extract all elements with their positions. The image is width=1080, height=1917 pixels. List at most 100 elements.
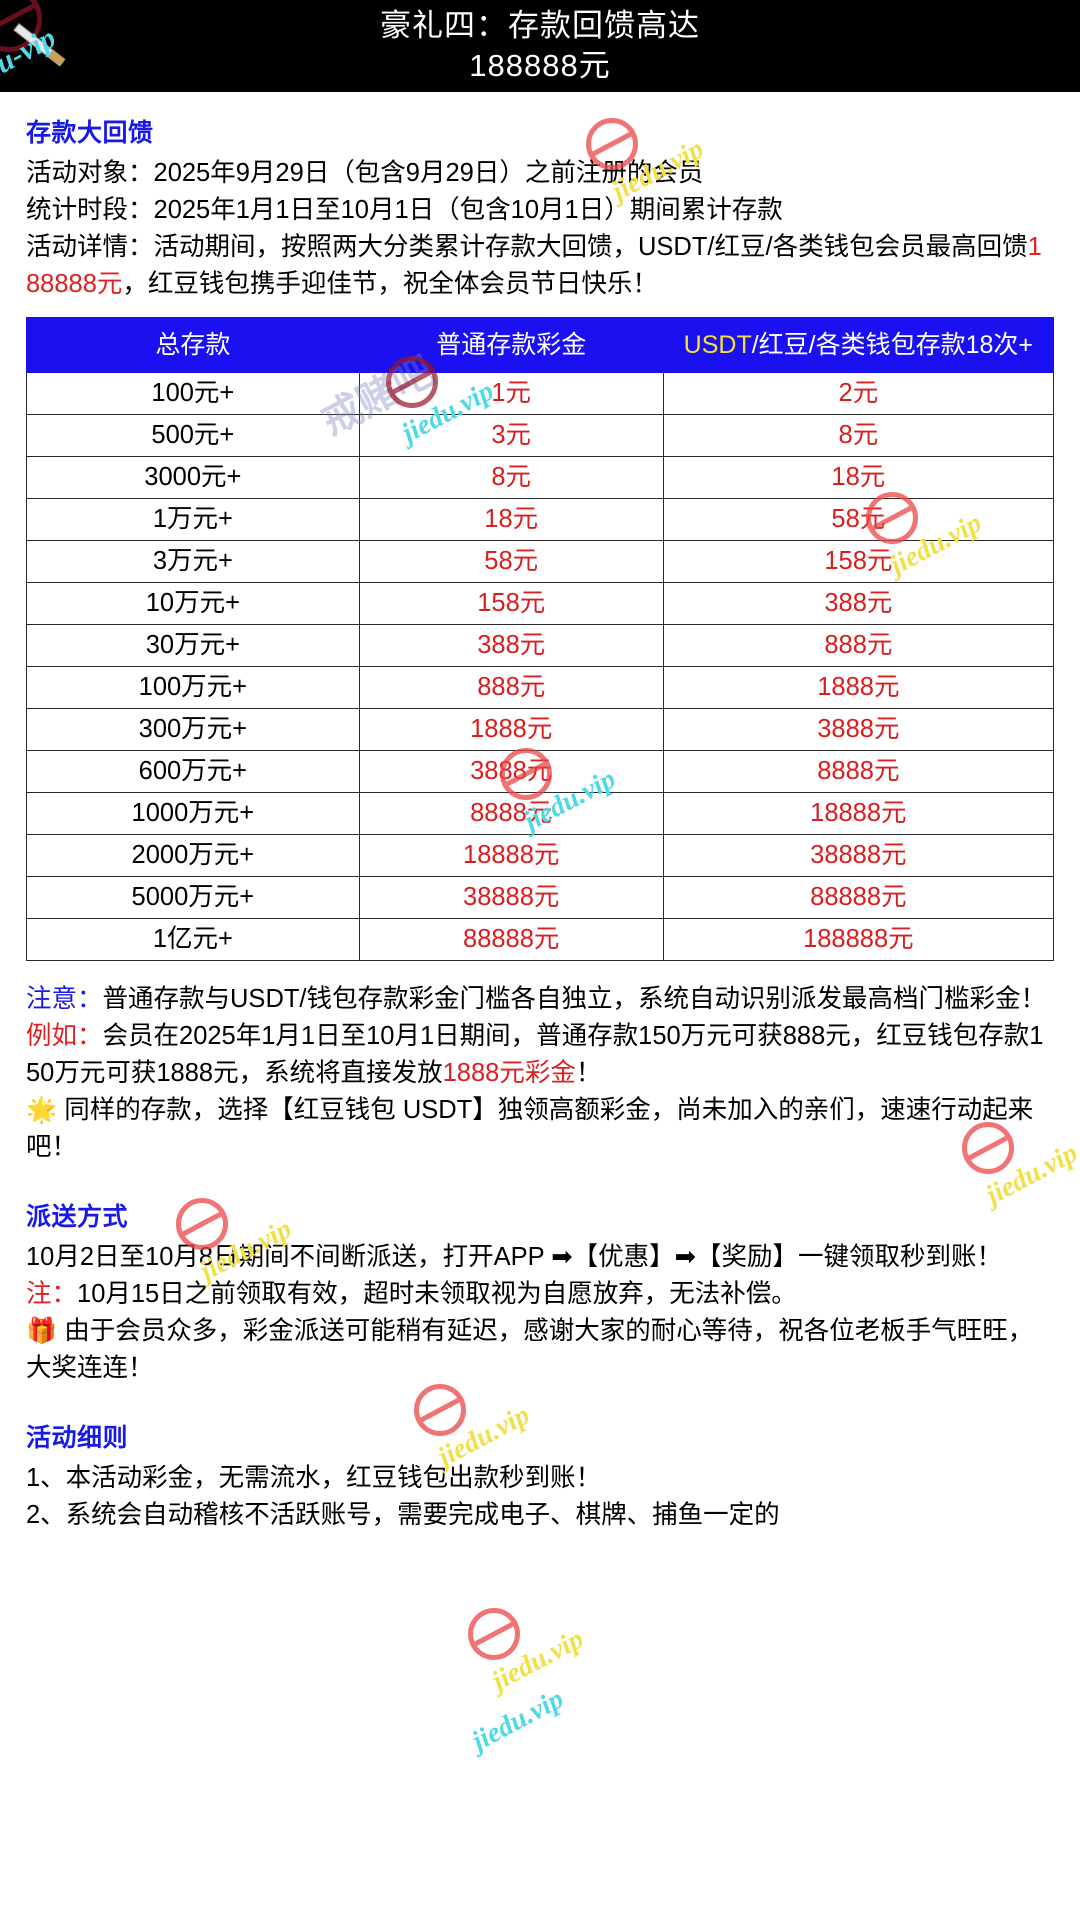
cell-usdt-bonus: 3888元	[662, 708, 1055, 751]
watermark-text: jiedu-vip	[0, 21, 62, 92]
cell-usdt-bonus: 18元	[662, 456, 1055, 499]
usdt-label-rest: /红豆/各类钱包存款18次+	[751, 331, 1034, 359]
paragraph-notice: 注意：普通存款与USDT/钱包存款彩金门槛各自独立，系统自动识别派发最高档门槛彩…	[26, 981, 1054, 1018]
target-text: 2025年9月29日（包含9月29日）之前注册的会员	[153, 159, 704, 187]
main-content: 存款大回馈 活动对象：2025年9月29日（包含9月29日）之前注册的会员 统计…	[0, 92, 1080, 1534]
table-row: 3000元+ 8元 18元	[26, 456, 1055, 499]
cell-normal-bonus: 3元	[358, 414, 664, 457]
cell-usdt-bonus: 8元	[662, 414, 1055, 457]
cell-usdt-bonus: 58元	[662, 498, 1055, 541]
table-row: 30万元+ 388元 888元	[26, 624, 1055, 667]
cell-tier: 500元+	[26, 414, 360, 457]
bonus-tier-table: 总存款 普通存款彩金 USDT/红豆/各类钱包存款18次+ 100元+ 1元 2元 5…	[26, 317, 1055, 961]
table-header-total-deposit: 总存款	[26, 317, 360, 373]
period-text: 2025年1月1日至10月1日（包含10月1日）期间累计存款	[153, 196, 783, 224]
no-smoking-icon	[468, 1608, 520, 1660]
star-icon: 🌟	[26, 1096, 58, 1124]
paragraph-example: 例如：会员在2025年1月1日至10月1日期间，普通存款150万元可获888元，…	[26, 1018, 1054, 1092]
table-row: 100万元+ 888元 1888元	[26, 666, 1055, 709]
watermark-text: jiedu.vip	[486, 1623, 589, 1698]
cell-normal-bonus: 18元	[358, 498, 664, 541]
cell-tier: 1亿元+	[26, 918, 360, 961]
table-header-normal-bonus: 普通存款彩金	[358, 317, 664, 373]
table-row: 600万元+ 3888元 8888元	[26, 750, 1055, 793]
cell-usdt-bonus: 888元	[662, 624, 1055, 667]
cell-normal-bonus: 8888元	[358, 792, 664, 835]
cell-tier: 1000万元+	[26, 792, 360, 835]
details-text-b: ，红豆钱包携手迎佳节，祝全体会员节日快乐！	[122, 270, 658, 298]
cell-tier: 5000万元+	[26, 876, 360, 919]
table-row: 300万元+ 1888元 3888元	[26, 708, 1055, 751]
rule-item-2: 2、系统会自动稽核不活跃账号，需要完成电子、棋牌、捕鱼一定的	[26, 1501, 780, 1529]
cell-usdt-bonus: 38888元	[662, 834, 1055, 877]
cell-tier: 30万元+	[26, 624, 360, 667]
table-row: 10万元+ 158元 388元	[26, 582, 1055, 625]
watermark-text: jiedu.vip	[466, 1683, 569, 1758]
cell-tier: 3000元+	[26, 456, 360, 499]
table-row: 3万元+ 58元 158元	[26, 540, 1055, 583]
cell-normal-bonus: 18888元	[358, 834, 664, 877]
cell-usdt-bonus: 1888元	[662, 666, 1055, 709]
cell-normal-bonus: 8元	[358, 456, 664, 499]
delivery-note-label: 注：	[26, 1280, 78, 1308]
table-body: 100元+ 1元 2元 500元+ 3元 8元 3000元+ 8元 18元 1万元+ 18元 58元 3…	[26, 372, 1055, 961]
period-label: 统计时段：	[26, 196, 154, 224]
cell-tier: 600万元+	[26, 750, 360, 793]
example-label: 例如：	[26, 1022, 103, 1050]
table-row: 1亿元+ 88888元 188888元	[26, 918, 1055, 961]
cell-usdt-bonus: 2元	[662, 372, 1055, 415]
paragraph-star-promo: 🌟 同样的存款，选择【红豆钱包 USDT】独领高额彩金，尚未加入的亲们，速速行动…	[26, 1092, 1054, 1166]
paragraph-period: 统计时段：2025年1月1日至10月1日（包含10月1日）期间累计存款	[26, 192, 1054, 229]
cell-tier: 300万元+	[26, 708, 360, 751]
example-highlight-amount: 1888元彩金	[442, 1059, 576, 1087]
section-title-rules: 活动细则	[26, 1424, 129, 1452]
gift-icon: 🎁	[26, 1317, 58, 1345]
rule-item-1: 1、本活动彩金，无需流水，红豆钱包出款秒到账！	[26, 1464, 602, 1492]
table-header-row: 总存款 普通存款彩金 USDT/红豆/各类钱包存款18次+	[26, 317, 1055, 373]
paragraph-gift-note: 🎁 由于会员众多，彩金派送可能稍有延迟，感谢大家的耐心等待，祝各位老板手气旺旺，…	[26, 1313, 1054, 1387]
cell-usdt-bonus: 188888元	[662, 918, 1055, 961]
cigarette-icon	[13, 23, 65, 66]
cell-normal-bonus: 158元	[358, 582, 664, 625]
cell-tier: 2000万元+	[26, 834, 360, 877]
target-label: 活动对象：	[26, 159, 154, 187]
notice-text: 普通存款与USDT/钱包存款彩金门槛各自独立，系统自动识别派发最高档门槛彩金！	[102, 985, 1047, 1013]
cell-usdt-bonus: 8888元	[662, 750, 1055, 793]
usdt-label: USDT	[683, 331, 752, 359]
cell-tier: 100万元+	[26, 666, 360, 709]
cell-tier: 3万元+	[26, 540, 360, 583]
cell-tier: 100元+	[26, 372, 360, 415]
table-row: 100元+ 1元 2元	[26, 372, 1055, 415]
details-text-a: 活动详情：活动期间，按照两大分类累计存款大回馈，USDT/红豆/各类钱包会员最高…	[26, 233, 1028, 261]
cell-usdt-bonus: 158元	[662, 540, 1055, 583]
table-row: 1万元+ 18元 58元	[26, 498, 1055, 541]
example-text-b: ！	[575, 1059, 602, 1087]
table-row: 1000万元+ 8888元 18888元	[26, 792, 1055, 835]
no-smoking-icon	[0, 0, 42, 52]
cell-normal-bonus: 38888元	[358, 876, 664, 919]
section-title-deposit-rebate: 存款大回馈	[26, 119, 154, 147]
paragraph-details: 活动详情：活动期间，按照两大分类累计存款大回馈，USDT/红豆/各类钱包会员最高…	[26, 229, 1054, 303]
cell-normal-bonus: 388元	[358, 624, 664, 667]
table-row: 2000万元+ 18888元 38888元	[26, 834, 1055, 877]
section-title-delivery: 派送方式	[26, 1203, 129, 1231]
paragraph-delivery-note: 注：10月15日之前领取有效，超时未领取视为自愿放弃，无法补偿。	[26, 1276, 1054, 1313]
cell-normal-bonus: 1元	[358, 372, 664, 415]
cell-usdt-bonus: 88888元	[662, 876, 1055, 919]
example-text-a: 会员在2025年1月1日至10月1日期间，普通存款150万元可获888元，红豆钱…	[26, 1022, 1044, 1087]
cell-usdt-bonus: 18888元	[662, 792, 1055, 835]
banner-title-line1: 豪礼四：存款回馈高达	[380, 8, 700, 43]
cell-tier: 1万元+	[26, 498, 360, 541]
star-promo-text: 同样的存款，选择【红豆钱包 USDT】独领高额彩金，尚未加入的亲们，速速行动起来…	[26, 1096, 1034, 1161]
table-row: 5000万元+ 38888元 88888元	[26, 876, 1055, 919]
notice-label: 注意：	[26, 985, 103, 1013]
table-row: 500元+ 3元 8元	[26, 414, 1055, 457]
cell-normal-bonus: 888元	[358, 666, 664, 709]
page-banner: 豪礼四：存款回馈高达 188888元 jiedu-vip	[0, 0, 1080, 92]
cell-usdt-bonus: 388元	[662, 582, 1055, 625]
cell-normal-bonus: 58元	[358, 540, 664, 583]
banner-title-line2: 188888元	[469, 48, 611, 83]
cell-normal-bonus: 1888元	[358, 708, 664, 751]
gift-note-text: 由于会员众多，彩金派送可能稍有延迟，感谢大家的耐心等待，祝各位老板手气旺旺，大奖…	[26, 1317, 1034, 1382]
details-highlight-amount: 188888元	[26, 233, 1042, 298]
